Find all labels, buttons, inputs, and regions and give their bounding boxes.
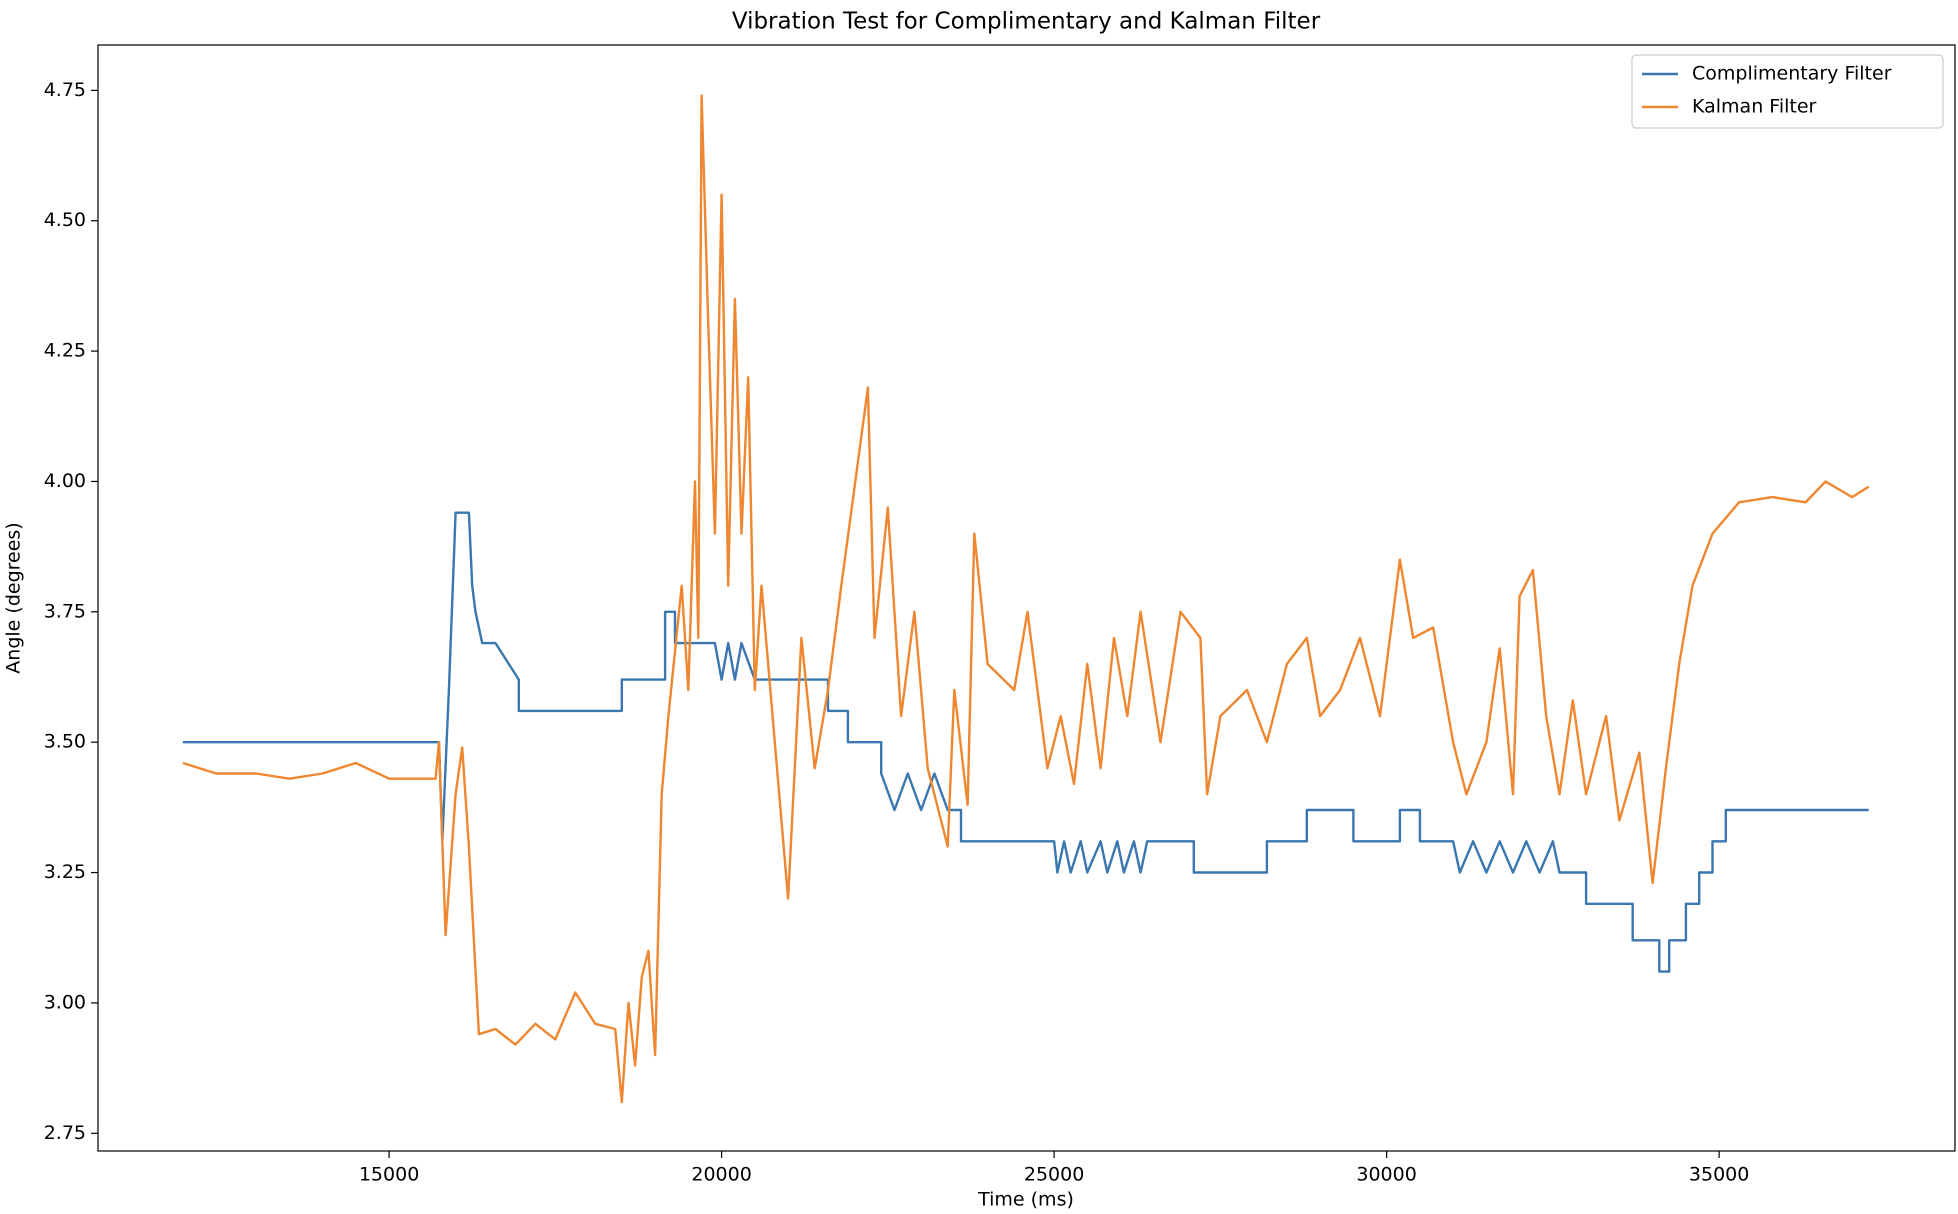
series-line (182, 511, 1869, 973)
legend-label: Kalman Filter (1692, 96, 1817, 118)
x-tick-label: 15000 (359, 1164, 419, 1186)
x-axis-label: Time (ms) (977, 1189, 1074, 1211)
series-line (182, 94, 1870, 1104)
y-tick-label: 4.25 (44, 340, 86, 362)
legend-label: Complimentary Filter (1692, 63, 1892, 85)
x-tick-label: 25000 (1024, 1164, 1084, 1186)
y-tick-label: 3.25 (44, 861, 86, 883)
y-tick-label: 4.50 (44, 209, 86, 231)
x-tick-label: 30000 (1356, 1164, 1416, 1186)
y-tick-label: 3.75 (44, 600, 86, 622)
x-tick-label: 20000 (691, 1164, 751, 1186)
x-tick-label: 35000 (1689, 1164, 1749, 1186)
y-tick-label: 3.00 (44, 991, 86, 1013)
y-axis-label: Angle (degrees) (3, 522, 25, 673)
y-tick-label: 4.00 (44, 470, 86, 492)
y-tick-label: 3.50 (44, 731, 86, 753)
chart-title: Vibration Test for Complimentary and Kal… (732, 9, 1321, 35)
y-tick-label: 2.75 (44, 1122, 86, 1144)
y-tick-label: 4.75 (44, 79, 86, 101)
legend-box (1631, 54, 1944, 129)
plot-frame (97, 44, 1956, 1152)
